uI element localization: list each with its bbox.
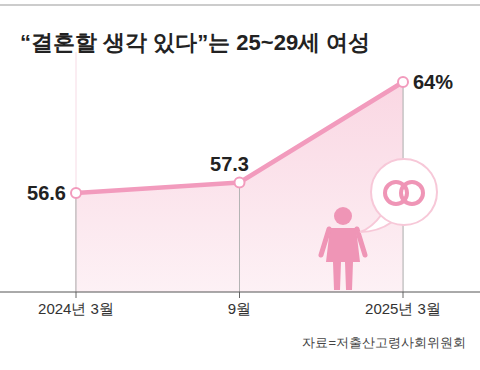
guide-line <box>239 183 240 293</box>
icon-arms <box>321 229 365 255</box>
marker <box>235 178 245 188</box>
x-axis-line <box>0 292 480 293</box>
ring-bubble <box>360 159 437 232</box>
guide-line <box>76 193 77 292</box>
ring <box>401 182 423 204</box>
x-tick <box>239 292 240 298</box>
data-label: 64% <box>413 71 453 93</box>
x-tick <box>403 292 404 298</box>
icon-body <box>326 228 360 290</box>
marker <box>398 77 408 87</box>
marker <box>71 188 81 198</box>
x-tick <box>76 292 77 298</box>
guide-line <box>239 183 240 293</box>
chart-svg: “결혼할 생각 있다”는 25~29세 여성 56.6 57.3 64% 2024년 3… <box>0 0 480 370</box>
x-tick-label: 9월 <box>228 300 251 317</box>
woman-icon <box>321 207 365 290</box>
line <box>76 82 403 193</box>
x-tick-label: 2024년 3월 <box>38 300 114 317</box>
chart-root: “결혼할 생각 있다”는 25~29세 여성 56.6 57.3 64% 2024년 3… <box>0 0 480 370</box>
y-axis-line <box>76 52 77 292</box>
title: “결혼할 생각 있다”는 25~29세 여성 <box>20 30 370 55</box>
bubble <box>371 159 437 225</box>
area <box>76 82 403 292</box>
top-rule <box>0 5 480 6</box>
data-label: 57.3 <box>210 153 249 175</box>
guide-line <box>76 193 77 292</box>
x-tick-label: 2025년 3월 <box>365 300 441 317</box>
plot-area <box>76 82 403 292</box>
source: 자료=저출산고령사회위원회 <box>302 335 466 350</box>
data-label: 56.6 <box>27 182 66 204</box>
icon-head <box>334 207 352 225</box>
